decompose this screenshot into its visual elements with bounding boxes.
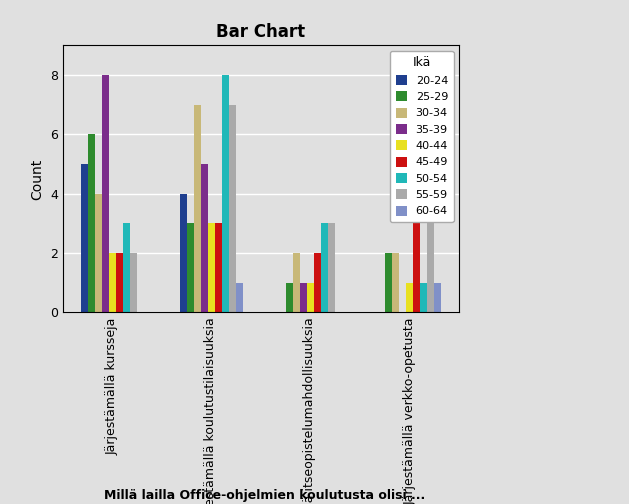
Bar [116,253,123,312]
Bar [321,223,328,312]
Bar [215,223,222,312]
Bar [229,105,236,312]
Bar [81,164,88,312]
Bar [109,253,116,312]
Bar [123,223,130,312]
Bar [187,223,194,312]
Bar [434,283,441,312]
Bar [413,194,420,312]
Legend: 20-24, 25-29, 30-34, 35-39, 40-44, 45-49, 50-54, 55-59, 60-64: 20-24, 25-29, 30-34, 35-39, 40-44, 45-49… [390,51,454,222]
Bar [307,283,314,312]
Bar [222,75,229,312]
Bar [88,135,95,312]
Bar [181,194,187,312]
Bar [293,253,300,312]
Bar [386,253,392,312]
Bar [427,223,434,312]
Bar [201,164,208,312]
Bar [314,253,321,312]
Bar [208,223,215,312]
Bar [328,223,335,312]
Bar [102,75,109,312]
Bar [95,194,102,312]
Y-axis label: Count: Count [30,158,45,200]
Bar [130,253,136,312]
Bar [194,105,201,312]
Text: Millä lailla Office-ohjelmien koulutusta olisi ...: Millä lailla Office-ohjelmien koulutusta… [104,489,425,502]
Bar [286,283,293,312]
Bar [392,253,399,312]
Bar [236,283,243,312]
Bar [300,283,307,312]
Title: Bar Chart: Bar Chart [216,23,306,41]
Bar [420,283,427,312]
Bar [406,283,413,312]
